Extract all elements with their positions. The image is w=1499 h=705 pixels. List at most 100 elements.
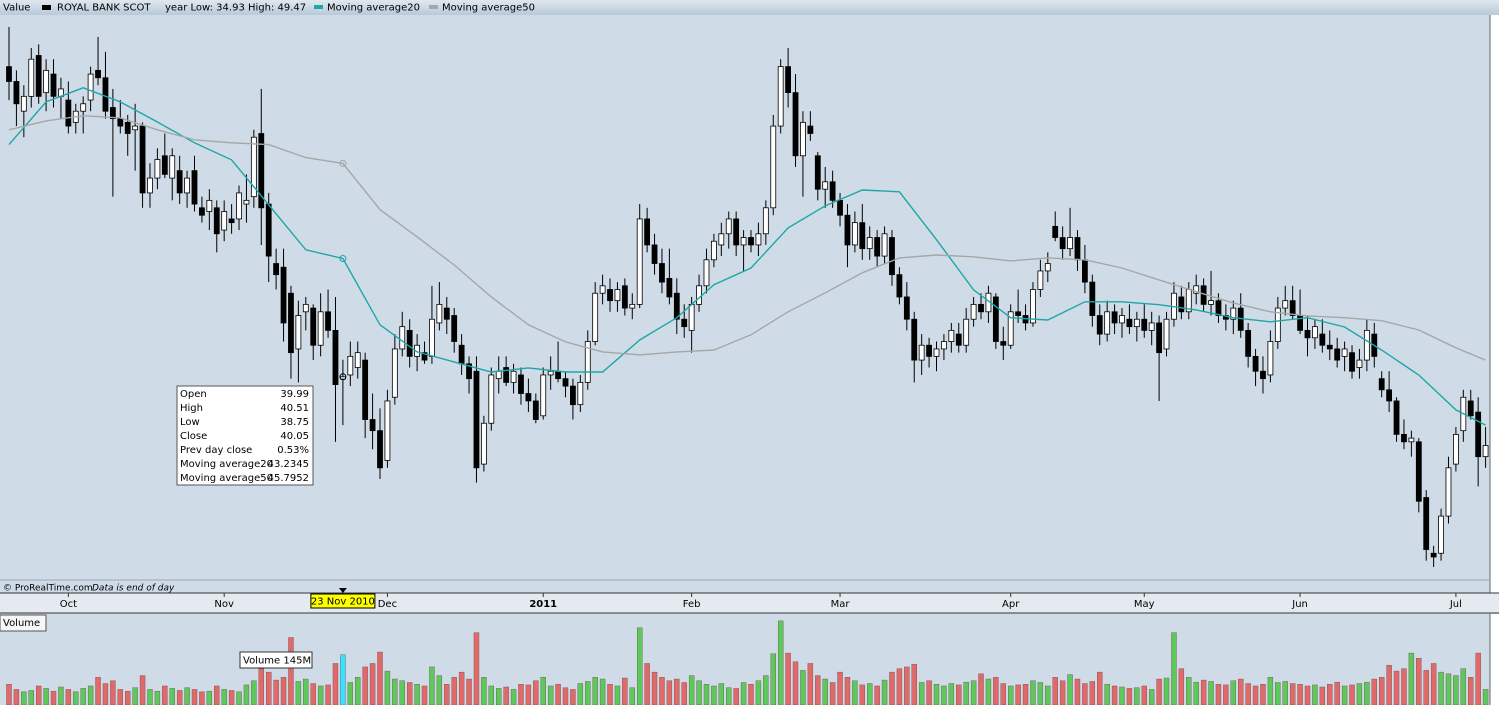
- candle-body: [273, 263, 280, 276]
- candle-body: [1415, 441, 1422, 502]
- x-tick-label: May: [1134, 599, 1155, 610]
- candle-body: [755, 233, 762, 246]
- candle-body: [1030, 289, 1036, 324]
- volume-bar: [1156, 678, 1162, 705]
- cursor-point: [339, 255, 347, 263]
- candle-body: [280, 266, 287, 324]
- candle-body: [176, 170, 183, 194]
- volume-bar: [904, 666, 910, 705]
- candle-body: [659, 263, 665, 283]
- candle-body: [184, 177, 190, 194]
- candle-body: [117, 118, 124, 127]
- candle-body: [1007, 311, 1014, 346]
- copyright: © ProRealTime.com: [3, 584, 93, 594]
- volume-bar: [1252, 685, 1259, 705]
- volume-bar: [777, 620, 784, 705]
- volume-bar: [87, 685, 94, 705]
- volume-bar: [948, 683, 955, 705]
- candle-body: [1363, 329, 1370, 361]
- candle-body: [102, 77, 109, 112]
- volume-bar: [748, 684, 754, 705]
- candle-body: [814, 155, 821, 190]
- candle-body: [1386, 389, 1393, 402]
- moving-average-line: [8, 114, 1486, 361]
- volume-bar: [815, 675, 821, 705]
- volume-bar: [807, 663, 814, 705]
- volume-bar: [644, 663, 650, 705]
- volume-bar: [1097, 671, 1103, 705]
- volume-bar: [1230, 680, 1237, 705]
- candle-body: [688, 303, 695, 331]
- candle-body: [1304, 329, 1311, 339]
- tooltip-label: Low: [180, 417, 200, 428]
- candle-body: [50, 73, 57, 97]
- tooltip-label: Prev day close: [180, 445, 252, 456]
- candle-body: [844, 214, 851, 246]
- volume-bar: [1393, 670, 1400, 705]
- volume-bar: [1067, 674, 1073, 705]
- candle-body: [1059, 237, 1066, 250]
- candle-body: [406, 329, 413, 357]
- volume-bar: [332, 663, 339, 705]
- volume-bar: [340, 654, 346, 705]
- cursor-date: 23 Nov 2010: [311, 597, 375, 608]
- candle-body: [718, 233, 725, 246]
- marks: [6, 26, 1489, 567]
- volume-bar: [844, 677, 851, 705]
- volume-bar: [874, 685, 880, 705]
- volume-bar: [199, 691, 205, 705]
- volume-bar: [1104, 684, 1110, 705]
- tooltip-label: Close: [180, 431, 207, 442]
- candle-body: [777, 66, 784, 127]
- candle-body: [310, 307, 317, 346]
- volume-bar: [659, 677, 665, 705]
- candle-body: [443, 307, 450, 320]
- candle-body: [532, 400, 539, 420]
- candle-body: [829, 181, 836, 201]
- volume-bar: [243, 684, 250, 705]
- candle-body: [851, 222, 858, 246]
- volume-bar: [867, 683, 873, 705]
- volume-bar: [1148, 689, 1155, 705]
- volume-bar: [718, 683, 725, 705]
- volume-bar: [881, 679, 888, 705]
- volume-bar: [540, 677, 546, 705]
- volume-bar: [770, 653, 776, 705]
- volume-bar: [236, 691, 242, 705]
- volume-title-box: [0, 614, 47, 632]
- candle-body: [1015, 311, 1022, 316]
- volume-bar: [473, 632, 480, 705]
- candle-body: [562, 378, 569, 387]
- candle-body: [666, 277, 673, 298]
- candle-body: [429, 318, 435, 357]
- candle-body: [325, 311, 331, 331]
- volume-bar: [1289, 683, 1296, 705]
- candle-body: [302, 303, 309, 313]
- candle-body: [1438, 515, 1444, 554]
- volume-bar: [421, 685, 428, 705]
- candle-body: [629, 303, 636, 309]
- volume-bar: [444, 684, 450, 705]
- volume-bar: [1297, 684, 1303, 705]
- volume-bar: [696, 680, 702, 705]
- candle-body: [495, 370, 502, 380]
- candle-body: [822, 181, 829, 190]
- tooltip-label: Moving average20: [180, 459, 273, 470]
- legend-swatch: [429, 5, 438, 9]
- volume-bar: [837, 671, 843, 705]
- candle-body: [673, 292, 680, 320]
- volume-bar: [852, 680, 858, 705]
- volume-bar: [214, 685, 220, 705]
- volume-bar: [1349, 684, 1355, 705]
- volume-bar: [1275, 682, 1281, 705]
- candle-body: [421, 352, 428, 361]
- x-tick-label: 2011: [529, 599, 557, 610]
- volume-bar: [711, 685, 717, 705]
- candle-body: [369, 419, 376, 432]
- volume-bar: [132, 687, 138, 705]
- volume-bar: [926, 680, 932, 705]
- x-tick-label: Feb: [683, 599, 701, 610]
- volume-bar: [176, 690, 183, 705]
- candle-body: [1349, 352, 1355, 372]
- volume-title: Volume: [3, 618, 40, 629]
